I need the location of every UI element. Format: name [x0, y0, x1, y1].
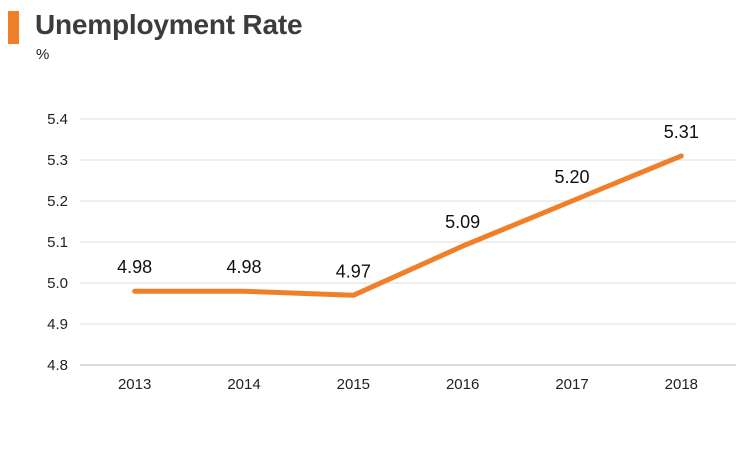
- y-tick-label: 5.1: [47, 234, 68, 251]
- data-labels: 4.98 4.98 4.97 5.09 5.20 5.31: [117, 122, 699, 281]
- x-tick-label: 2014: [227, 376, 260, 393]
- x-tick-label: 2018: [665, 376, 698, 393]
- y-tick-label: 5.0: [47, 275, 68, 292]
- y-axis-ticks: 4.8 4.9 5.0 5.1 5.2 5.3 5.4: [47, 111, 68, 374]
- chart-title: Unemployment Rate: [35, 9, 303, 40]
- x-tick-label: 2015: [337, 376, 370, 393]
- y-tick-label: 4.9: [47, 316, 68, 333]
- data-label: 5.31: [664, 122, 699, 142]
- series-line-path: [132, 153, 684, 298]
- x-tick-label: 2013: [118, 376, 151, 393]
- y-tick-label: 5.4: [47, 111, 68, 128]
- gridlines: [80, 118, 736, 366]
- unit-label: %: [36, 46, 50, 63]
- x-tick-label: 2017: [555, 376, 588, 393]
- data-label: 5.09: [445, 212, 480, 232]
- series-line: [132, 153, 684, 298]
- data-label: 4.97: [336, 261, 371, 281]
- data-label: 4.98: [226, 257, 261, 277]
- y-tick-label: 5.3: [47, 152, 68, 169]
- y-tick-label: 5.2: [47, 193, 68, 210]
- x-axis-ticks: 2013 2014 2015 2016 2017 2018: [118, 376, 698, 393]
- y-tick-label: 4.8: [47, 357, 68, 374]
- x-tick-label: 2016: [446, 376, 479, 393]
- title-accent-bar: [8, 11, 19, 44]
- data-label: 4.98: [117, 257, 152, 277]
- data-label: 5.20: [554, 167, 589, 187]
